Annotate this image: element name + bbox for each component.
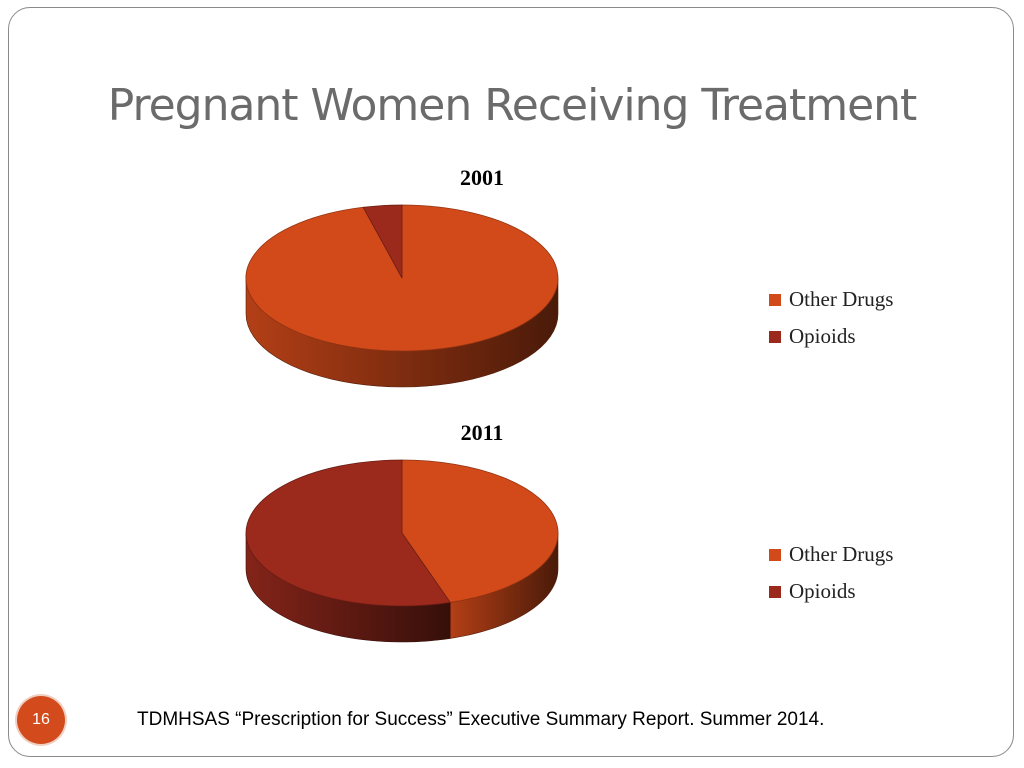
chart-2011: 2011 Other Drugs Opioids [0, 420, 1024, 680]
legend-label-other-drugs: Other Drugs [789, 542, 894, 566]
legend-swatch-opioids [769, 330, 781, 343]
legend-item-other-drugs: Other Drugs [769, 281, 893, 318]
chart-2001: 2001 Other Drugs Opioids [0, 165, 1024, 425]
chart-title-2011: 2011 [460, 420, 504, 445]
legend-swatch-opioids [769, 585, 781, 598]
pie-chart-2001 [245, 204, 559, 388]
slide-title: Pregnant Women Receiving Treatment [107, 80, 918, 131]
page-number-badge: 16 [17, 696, 65, 744]
citation-text: TDMHSAS “Prescription for Success” Execu… [137, 709, 825, 730]
legend-item-other-drugs: Other Drugs [769, 536, 893, 573]
pie-slice-opioids [362, 204, 403, 279]
legend-label-opioids: Opioids [789, 324, 856, 348]
slide-frame [8, 7, 1014, 757]
legend-label-opioids: Opioids [789, 579, 856, 603]
legend-2001: Other Drugs Opioids [769, 281, 893, 355]
legend-swatch-other-drugs [769, 293, 781, 306]
legend-label-other-drugs: Other Drugs [789, 287, 894, 311]
pie-chart-2011 [245, 459, 559, 643]
legend-item-opioids: Opioids [769, 573, 893, 610]
chart-title-2001: 2001 [460, 165, 504, 190]
legend-swatch-other-drugs [769, 548, 781, 561]
pie-slice-other-drugs [401, 459, 559, 603]
legend-item-opioids: Opioids [769, 318, 893, 355]
pie-slice-opioids [245, 459, 451, 607]
legend-2011: Other Drugs Opioids [769, 536, 893, 610]
